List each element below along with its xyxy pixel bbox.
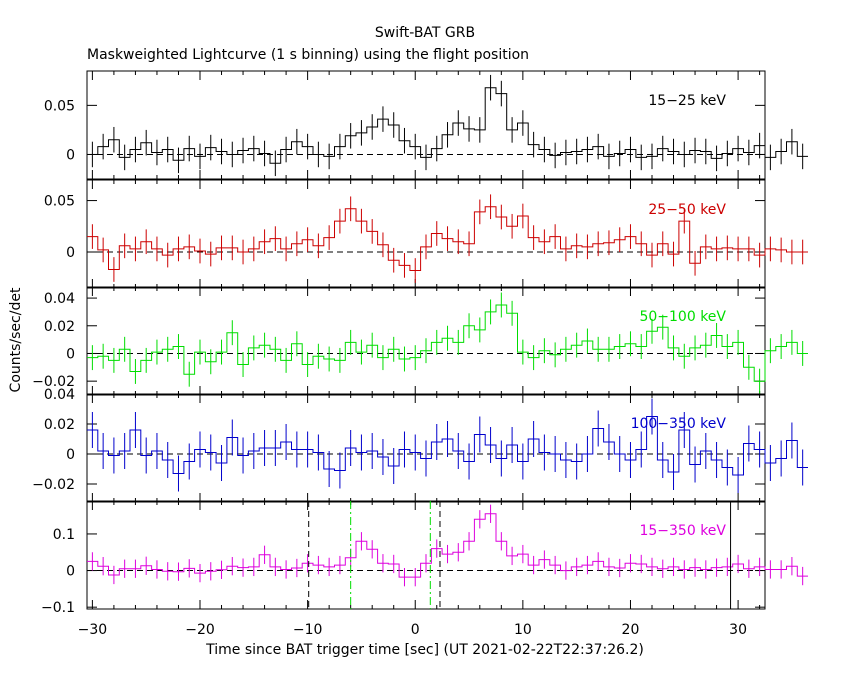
panel-frame <box>86 286 766 396</box>
panel-4: −0.02 0 0.02 0.04 100−350 keV <box>32 387 808 503</box>
panel-frame <box>86 70 766 180</box>
y-tick-label: 0.04 <box>44 291 75 307</box>
y-tick-label: 0.02 <box>44 319 75 335</box>
panel-frame <box>86 393 766 503</box>
x-tick-label: −10 <box>293 622 323 638</box>
x-tick-label: −30 <box>78 622 108 638</box>
lightcurve-step-line <box>87 513 808 578</box>
panel-5: −0.1 0 0.1 15−350 keV −30 −20 −10 0 10 20 30 <box>41 500 808 638</box>
y-tick-label: 0 <box>66 245 75 261</box>
x-tick-label: −20 <box>185 622 215 638</box>
y-tick-label: −0.02 <box>32 374 75 390</box>
lightcurve-step-line <box>87 304 808 382</box>
y-tick-label: 0 <box>66 346 75 362</box>
panels: 0 0.05 15−25 keV 0 0.05 25−50 keV −0.02 0 0.02 0.… <box>32 70 808 638</box>
energy-band-label: 50−100 keV <box>639 309 726 325</box>
x-tick-label: 30 <box>729 622 747 638</box>
y-tick-label: 0.05 <box>44 194 75 210</box>
y-tick-label: 0.1 <box>53 527 75 543</box>
panel-3: −0.02 0 0.02 0.04 50−100 keV <box>32 286 808 396</box>
panel-frame <box>86 179 766 289</box>
energy-band-label: 25−50 keV <box>648 202 726 218</box>
x-tick-label: 10 <box>514 622 532 638</box>
y-tick-label: 0.04 <box>44 387 75 403</box>
y-tick-label: 0 <box>66 147 75 163</box>
panel-frame <box>86 500 766 610</box>
y-tick-label: 0.05 <box>44 98 75 114</box>
lightcurve-step-line <box>87 206 808 271</box>
energy-band-label: 100−350 keV <box>631 416 727 432</box>
y-axis-label: Counts/sec/det <box>8 287 24 392</box>
y-tick-label: 0 <box>66 564 75 580</box>
x-axis-label: Time since BAT trigger time [sec] (UT 20… <box>205 642 644 658</box>
chart-title: Swift-BAT GRB <box>375 25 475 41</box>
chart-subtitle: Maskweighted Lightcurve (1 s binning) us… <box>87 47 529 63</box>
panel-1: 0 0.05 15−25 keV <box>44 70 808 180</box>
y-tick-label: −0.1 <box>41 600 75 616</box>
y-tick-label: 0.02 <box>44 417 75 433</box>
lightcurve-step-line <box>87 416 808 476</box>
x-tick-label: 20 <box>622 622 640 638</box>
y-tick-label: −0.02 <box>32 477 75 493</box>
energy-band-label: 15−25 keV <box>648 93 726 109</box>
x-tick-label: 0 <box>411 622 420 638</box>
lightcurve-step-line <box>87 87 808 164</box>
panel-2: 0 0.05 25−50 keV <box>44 179 808 289</box>
energy-band-label: 15−350 keV <box>639 523 726 539</box>
y-tick-label: 0 <box>66 447 75 463</box>
